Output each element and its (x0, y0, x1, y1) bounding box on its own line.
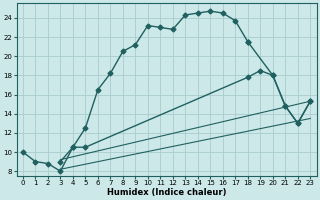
X-axis label: Humidex (Indice chaleur): Humidex (Indice chaleur) (107, 188, 226, 197)
